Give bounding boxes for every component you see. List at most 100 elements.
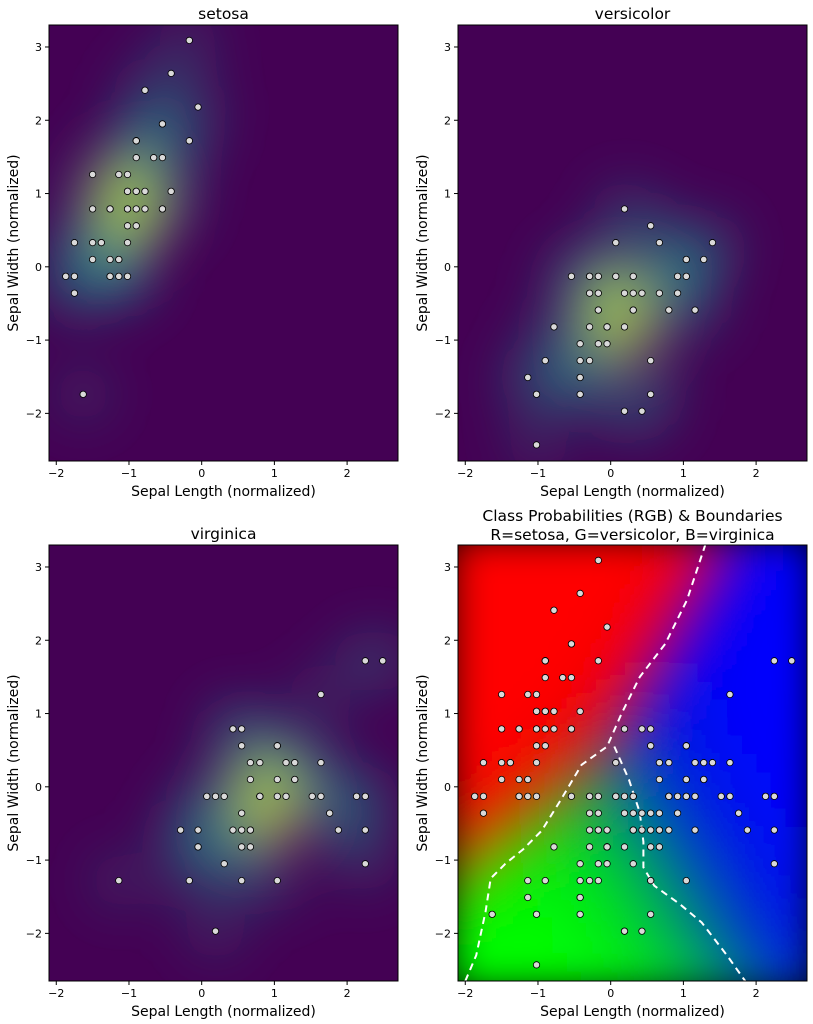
- data-point: [603, 843, 611, 851]
- data-point: [532, 961, 541, 969]
- data-point: [194, 103, 202, 111]
- x-tick-label: 0: [607, 467, 614, 480]
- density-mark: [352, 630, 398, 691]
- data-point: [559, 674, 567, 682]
- data-point: [541, 674, 549, 682]
- data-point: [79, 390, 87, 398]
- data-point: [629, 860, 637, 868]
- y-axis: −2 −1 0 1 2 3: [26, 561, 49, 940]
- data-point: [576, 373, 584, 382]
- x-tick-label: 2: [344, 987, 351, 1000]
- data-point: [638, 407, 646, 415]
- data-point: [708, 759, 717, 767]
- data-point: [70, 289, 79, 297]
- data-point: [524, 690, 532, 699]
- data-point: [638, 826, 646, 834]
- data-point: [576, 910, 584, 918]
- data-point: [612, 239, 620, 247]
- points-layer: [115, 657, 387, 935]
- data-point: [586, 357, 594, 365]
- x-axis-label: Sepal Length (normalized): [540, 1004, 725, 1020]
- data-point: [700, 775, 708, 784]
- data-point: [612, 792, 620, 800]
- data-point: [479, 792, 488, 800]
- data-point: [673, 289, 682, 297]
- data-point: [532, 441, 541, 449]
- data-point: [203, 792, 211, 800]
- data-point: [770, 826, 778, 834]
- y-tick-label: 0: [35, 261, 42, 274]
- data-point: [211, 927, 220, 935]
- data-point: [691, 759, 699, 767]
- plot-frame: [48, 24, 399, 462]
- data-point: [89, 255, 97, 264]
- data-point: [567, 792, 576, 800]
- data-point: [515, 775, 523, 784]
- data-point: [567, 725, 576, 733]
- data-point: [70, 239, 79, 247]
- decision-boundary: [464, 545, 707, 981]
- data-point: [655, 809, 664, 817]
- data-point: [576, 893, 584, 902]
- data-point: [158, 154, 167, 162]
- data-point: [334, 826, 342, 834]
- data-point: [629, 306, 637, 314]
- data-point: [576, 860, 584, 868]
- y-axis-label: Sepal Width (normalized): [415, 154, 431, 331]
- data-point: [158, 120, 167, 128]
- data-point: [550, 843, 558, 851]
- data-point: [550, 707, 558, 715]
- data-point: [532, 742, 541, 750]
- data-point: [123, 272, 132, 280]
- y-tick-label: 0: [444, 781, 451, 794]
- data-point: [238, 877, 246, 885]
- data-point: [603, 860, 611, 868]
- data-point: [576, 877, 584, 885]
- data-point: [673, 272, 682, 280]
- points-layer: [471, 556, 796, 969]
- data-point: [541, 877, 549, 885]
- data-point: [594, 340, 602, 348]
- data-point: [256, 759, 264, 767]
- data-point: [673, 809, 682, 817]
- data-point: [594, 306, 602, 314]
- data-point: [361, 657, 369, 665]
- data-point: [141, 187, 149, 195]
- data-point: [682, 742, 690, 750]
- data-point: [361, 826, 369, 834]
- data-point: [326, 809, 334, 817]
- data-point: [317, 759, 325, 767]
- data-point: [691, 306, 699, 314]
- panel-title: setosa: [198, 5, 249, 23]
- x-axis-label: Sepal Length (normalized): [540, 484, 725, 500]
- data-point: [282, 759, 290, 767]
- data-point: [141, 205, 149, 213]
- data-point: [220, 860, 228, 868]
- y-tick-label: −2: [26, 407, 42, 420]
- data-point: [586, 843, 594, 851]
- data-point: [761, 792, 770, 800]
- data-point: [603, 826, 611, 834]
- data-point: [532, 759, 541, 767]
- y-tick-label: −1: [435, 334, 451, 347]
- data-point: [638, 809, 646, 817]
- data-point: [788, 657, 796, 665]
- data-point: [647, 725, 655, 733]
- x-tick-label: 1: [271, 987, 278, 1000]
- data-point: [62, 272, 70, 280]
- data-point: [647, 390, 655, 398]
- data-point: [594, 860, 602, 868]
- data-point: [238, 725, 246, 733]
- data-point: [106, 272, 114, 280]
- data-point: [532, 792, 541, 800]
- y-tick-label: 3: [444, 41, 451, 54]
- data-point: [479, 809, 488, 817]
- y-tick-label: −1: [435, 854, 451, 867]
- x-axis: −2 −1 0 1 2: [48, 461, 351, 480]
- data-point: [638, 289, 646, 297]
- x-tick-label: −1: [530, 467, 546, 480]
- data-point: [308, 792, 316, 800]
- data-point: [620, 843, 629, 851]
- x-tick-label: 2: [753, 467, 760, 480]
- data-point: [185, 137, 193, 145]
